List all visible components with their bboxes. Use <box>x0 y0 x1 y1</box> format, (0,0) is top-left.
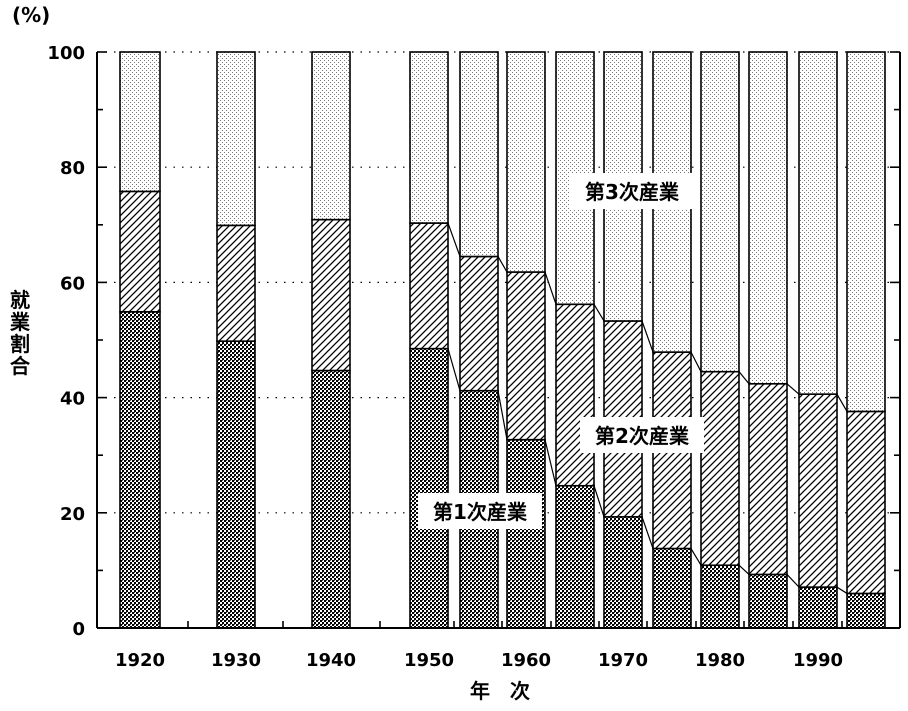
x-tick-label: 1980 <box>695 650 745 671</box>
series-connector <box>738 371 750 385</box>
bar-segment <box>119 51 161 193</box>
bar-segment <box>748 573 788 629</box>
bar-segment <box>506 51 546 273</box>
bar-segment <box>700 370 740 567</box>
bar-segment <box>700 51 740 373</box>
series-connector <box>447 222 461 257</box>
x-tick-label: 1950 <box>404 650 454 671</box>
series-connector <box>593 485 605 518</box>
y-tick-label: 20 <box>60 504 85 525</box>
bar-segment <box>119 310 161 629</box>
series-connector <box>641 320 654 353</box>
series-label: 第3次産業 <box>570 173 694 209</box>
x-tick-label: 1920 <box>115 650 165 671</box>
series-label: 第2次産業 <box>580 417 704 453</box>
y-tick-label: 80 <box>60 158 85 179</box>
series-label-box <box>418 493 542 529</box>
bar-segment <box>748 382 788 576</box>
bar-segment <box>459 51 499 258</box>
x-tick-label: 1940 <box>306 650 356 671</box>
x-axis-label: 年 次 <box>470 679 530 703</box>
bar-segment <box>798 51 838 395</box>
y-axis-label-char: 割 <box>10 332 30 356</box>
y-unit-label: (%) <box>12 3 50 27</box>
bar-segment <box>311 218 351 372</box>
series-connector <box>738 564 750 575</box>
connector-lines <box>447 222 848 594</box>
bar-segment <box>119 190 161 313</box>
series-connector <box>786 383 800 395</box>
series-connector <box>786 574 800 588</box>
series-connector <box>497 256 508 273</box>
series-connector <box>497 390 508 440</box>
series-labels: 第1次産業 第2次産業 第3次産業 <box>418 173 704 529</box>
series-label-box <box>580 417 704 453</box>
y-tick-label: 0 <box>72 619 85 640</box>
bar-segment <box>409 51 449 224</box>
bar-segment <box>311 51 351 221</box>
bar-segment <box>798 586 838 629</box>
bar-segment <box>555 303 595 487</box>
bar-segment <box>748 51 788 385</box>
series-label-text: 第1次産業 <box>433 500 528 524</box>
bar-segment <box>603 516 643 629</box>
bar-segment <box>506 438 546 629</box>
series-label-box <box>570 173 694 209</box>
series-connector <box>690 351 702 372</box>
bar-segment <box>506 271 546 441</box>
bar-segment <box>846 410 886 595</box>
bar-segment <box>409 347 449 629</box>
y-axis-label-char: 合 <box>10 354 31 378</box>
bar-segment <box>409 222 449 350</box>
x-tick-label: 1990 <box>793 650 843 671</box>
bar-segment <box>459 255 499 392</box>
x-tick-label: 1970 <box>598 650 648 671</box>
series-connector <box>544 271 557 305</box>
bar-segment <box>846 592 886 629</box>
x-tick-label: 1960 <box>501 650 551 671</box>
series-connector <box>641 516 654 549</box>
y-axis-label-char: 就 <box>10 288 30 312</box>
y-axis-label-char: 業 <box>10 310 31 334</box>
series-connector <box>836 393 848 412</box>
series-connector <box>836 586 848 594</box>
bar-segment <box>700 564 740 629</box>
bar-segment <box>216 224 256 342</box>
y-tick-label: 40 <box>60 389 85 410</box>
bar-segment <box>652 547 692 629</box>
bar-segment <box>846 51 886 413</box>
y-tick-label: 100 <box>47 43 85 64</box>
series-connector <box>593 303 605 322</box>
series-label: 第1次産業 <box>418 493 542 529</box>
series-connector <box>544 439 557 486</box>
series-connector <box>690 548 702 566</box>
series-connector <box>447 348 461 391</box>
bar-segment <box>216 340 256 629</box>
bars <box>119 51 886 629</box>
series-label-text: 第2次産業 <box>595 424 690 448</box>
axes: 0 20 40 60 80 100 1920 1930 1940 1950 1960 1970 1980… <box>47 43 901 671</box>
series-label-text: 第3次産業 <box>585 180 680 204</box>
bar-segment <box>555 484 595 629</box>
bar-segment <box>798 393 838 588</box>
bar-segment <box>216 51 256 227</box>
y-tick-label: 60 <box>60 273 85 294</box>
x-tick-label: 1930 <box>211 650 261 671</box>
bar-segment <box>311 369 351 629</box>
